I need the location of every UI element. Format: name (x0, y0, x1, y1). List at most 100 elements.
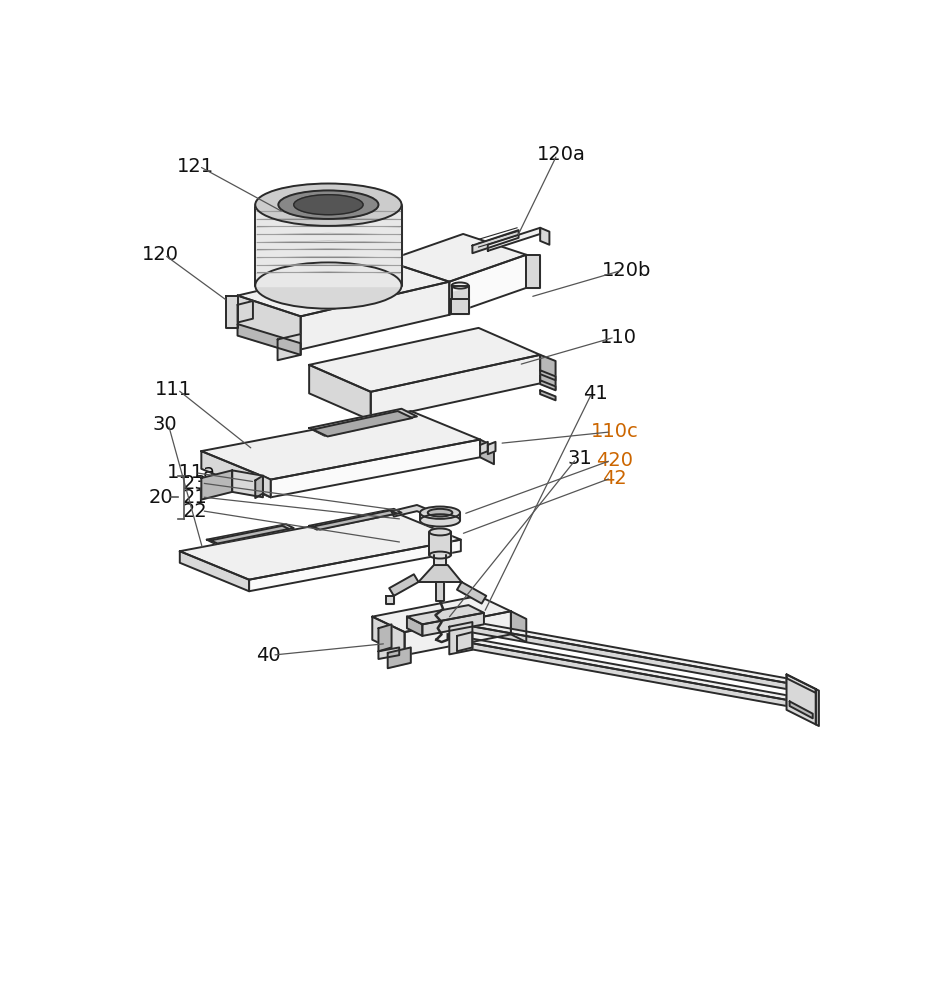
Polygon shape (237, 296, 300, 349)
Polygon shape (201, 451, 271, 497)
Polygon shape (255, 205, 401, 286)
Text: 30: 30 (152, 415, 177, 434)
Polygon shape (237, 301, 253, 323)
Ellipse shape (255, 262, 401, 309)
Polygon shape (180, 551, 249, 591)
Polygon shape (371, 355, 540, 420)
Polygon shape (420, 513, 460, 520)
Polygon shape (540, 390, 555, 400)
Polygon shape (313, 411, 413, 436)
Text: 110: 110 (600, 328, 637, 347)
Polygon shape (180, 511, 461, 580)
Polygon shape (201, 470, 232, 500)
Polygon shape (488, 442, 496, 454)
Polygon shape (255, 476, 263, 498)
Polygon shape (313, 510, 397, 530)
Text: 110c: 110c (591, 422, 639, 441)
Ellipse shape (420, 514, 460, 527)
Polygon shape (451, 299, 468, 314)
Ellipse shape (255, 184, 401, 226)
Polygon shape (210, 526, 289, 544)
Text: 42: 42 (603, 469, 628, 488)
Polygon shape (816, 689, 819, 726)
Polygon shape (277, 334, 300, 360)
Polygon shape (786, 674, 816, 693)
Polygon shape (450, 622, 473, 654)
Polygon shape (457, 619, 786, 683)
Ellipse shape (429, 528, 451, 535)
Polygon shape (457, 582, 487, 604)
Polygon shape (527, 255, 540, 288)
Polygon shape (437, 582, 444, 601)
Polygon shape (511, 611, 527, 642)
Ellipse shape (420, 507, 460, 519)
Text: 40: 40 (256, 646, 281, 665)
Polygon shape (457, 636, 786, 700)
Text: 20: 20 (148, 488, 172, 507)
Text: 31: 31 (568, 449, 592, 468)
Polygon shape (457, 624, 786, 689)
Polygon shape (309, 509, 401, 530)
Text: 111: 111 (155, 380, 192, 399)
Text: 420: 420 (596, 451, 633, 470)
Polygon shape (540, 370, 555, 380)
Polygon shape (232, 470, 263, 497)
Text: 111a: 111a (167, 463, 216, 482)
Polygon shape (207, 524, 294, 544)
Polygon shape (309, 409, 417, 436)
Polygon shape (407, 605, 484, 624)
Ellipse shape (294, 195, 363, 215)
Polygon shape (373, 617, 404, 655)
Text: 22: 22 (183, 502, 208, 521)
Polygon shape (249, 540, 461, 591)
Polygon shape (404, 611, 511, 655)
Polygon shape (540, 355, 555, 389)
Text: 41: 41 (583, 384, 608, 403)
Text: 23: 23 (183, 474, 208, 493)
Polygon shape (271, 440, 480, 497)
Polygon shape (480, 442, 488, 454)
Polygon shape (790, 701, 813, 718)
Text: 121: 121 (177, 157, 214, 176)
Polygon shape (457, 641, 786, 706)
Text: 120b: 120b (602, 261, 651, 280)
Polygon shape (450, 255, 527, 315)
Polygon shape (451, 286, 468, 301)
Ellipse shape (451, 282, 468, 289)
Polygon shape (309, 328, 540, 392)
Polygon shape (378, 647, 400, 659)
Polygon shape (418, 565, 462, 582)
Polygon shape (473, 230, 518, 253)
Polygon shape (373, 596, 511, 632)
Polygon shape (457, 632, 473, 651)
Ellipse shape (429, 552, 451, 559)
Text: 21: 21 (183, 488, 208, 507)
Polygon shape (387, 647, 411, 668)
Polygon shape (237, 324, 300, 355)
Text: 120a: 120a (537, 145, 585, 164)
Polygon shape (407, 617, 423, 636)
Polygon shape (309, 365, 371, 420)
Polygon shape (423, 613, 484, 636)
Polygon shape (387, 234, 527, 282)
Polygon shape (488, 228, 540, 251)
Text: 120: 120 (142, 245, 179, 264)
Polygon shape (391, 505, 446, 520)
Polygon shape (429, 532, 451, 555)
Polygon shape (540, 228, 550, 245)
Polygon shape (389, 574, 418, 596)
Polygon shape (540, 380, 555, 390)
Polygon shape (237, 261, 450, 316)
Polygon shape (453, 280, 468, 291)
Polygon shape (226, 296, 237, 328)
Polygon shape (387, 596, 394, 604)
Polygon shape (480, 440, 494, 464)
Polygon shape (434, 555, 446, 565)
Ellipse shape (427, 509, 452, 517)
Ellipse shape (278, 190, 378, 219)
Polygon shape (201, 411, 480, 480)
Polygon shape (300, 282, 450, 349)
Polygon shape (786, 674, 816, 724)
Polygon shape (263, 476, 271, 497)
Polygon shape (378, 624, 391, 651)
